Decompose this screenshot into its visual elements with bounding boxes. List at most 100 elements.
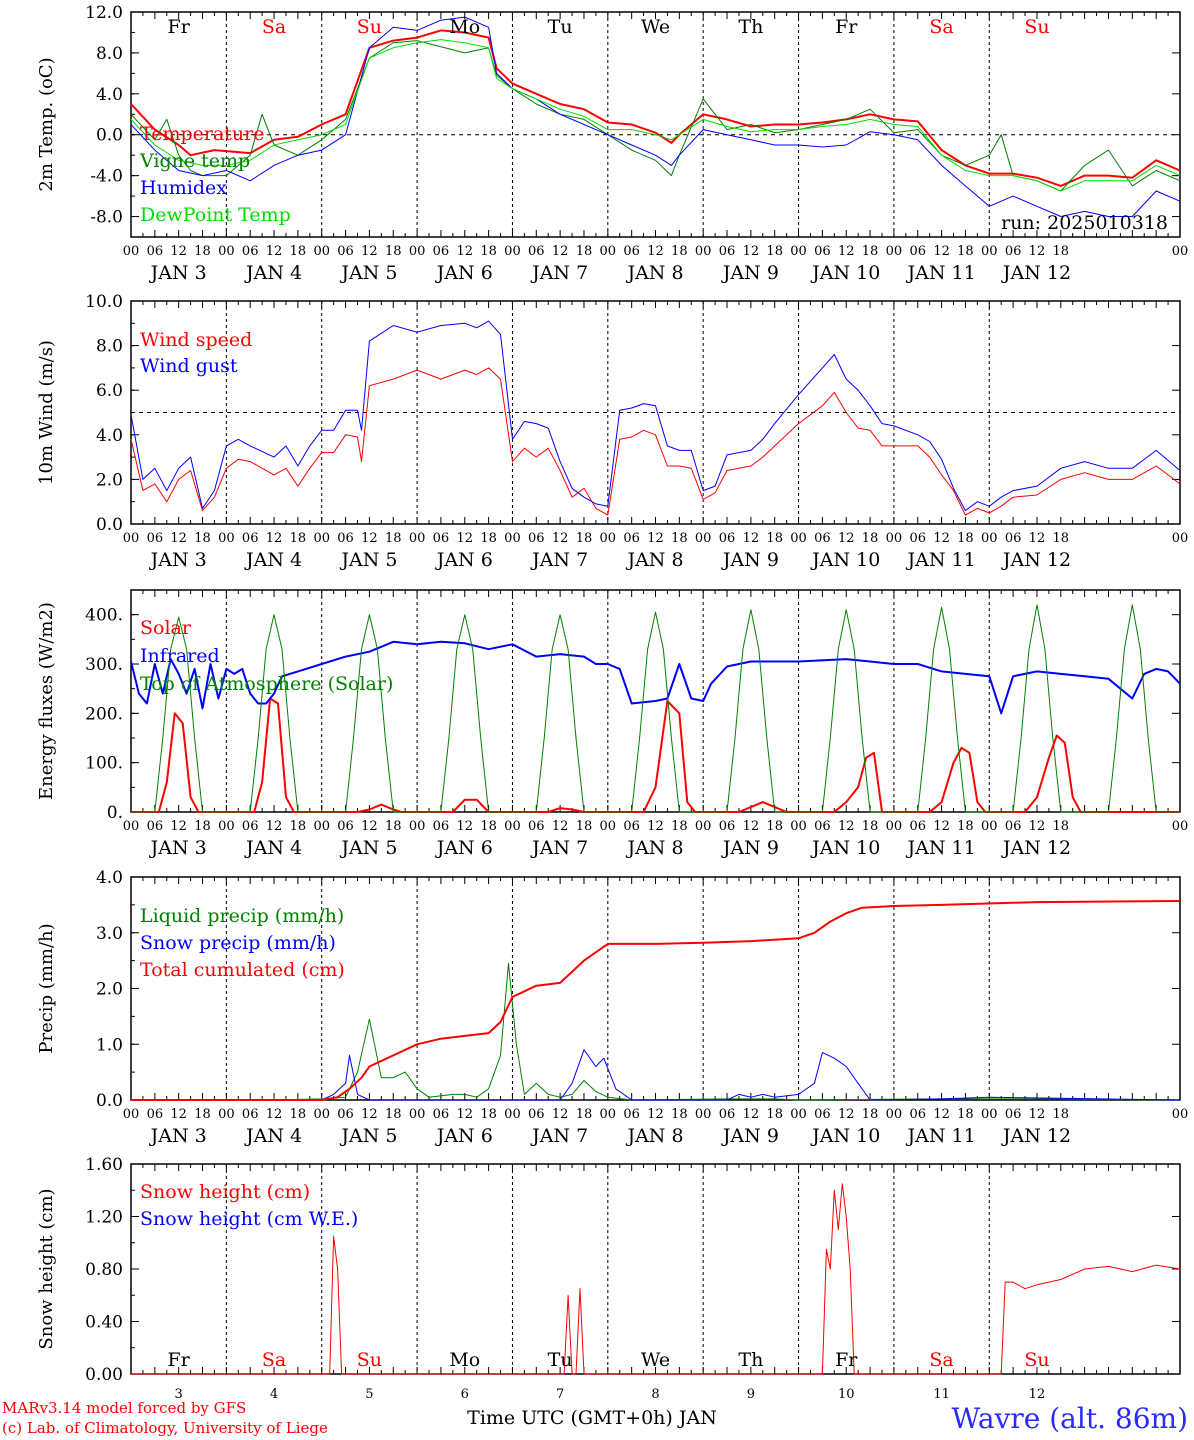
panel-4-hour-label: 18 xyxy=(1053,1107,1070,1122)
panel-4-hour-label: 00 xyxy=(600,1107,617,1122)
panel-4-hour-label: 12 xyxy=(266,1107,283,1122)
panel-1-hour-label: 12 xyxy=(361,244,378,259)
panel-3-hour-label: 12 xyxy=(743,819,760,834)
panel-3-hour-label: 18 xyxy=(862,819,879,834)
panel-4-hour-label: 06 xyxy=(1005,1107,1022,1122)
panel-1-hour-label: 12 xyxy=(933,244,950,259)
panel-1-y-axis-label: 2m Temp. (oC) xyxy=(36,57,57,191)
panel-1-date-label: JAN 11 xyxy=(905,262,975,284)
panel-5-legend-entry-1: Snow height (cm) xyxy=(140,1181,310,1203)
panel-1-hour-label: 12 xyxy=(1029,244,1046,259)
panel-2-hour-label: 18 xyxy=(1053,531,1070,546)
panel-2-hour-label: 18 xyxy=(957,531,974,546)
panel-1-hour-label: 00 xyxy=(123,244,140,259)
panel-1-y-tick-label: -4.0 xyxy=(90,167,123,187)
panel-2-date-label: JAN 9 xyxy=(721,549,779,571)
panel-1-hour-label: 06 xyxy=(814,244,831,259)
panel-4-series-2-line xyxy=(131,1049,1181,1101)
panel-1-hour-label: 18 xyxy=(671,244,688,259)
weekday-label-bottom: Sa xyxy=(262,1349,286,1371)
panel-4-hour-label: 00 xyxy=(695,1107,712,1122)
panel-4-hour-label: 00 xyxy=(504,1107,521,1122)
panel-3-date-label: JAN 7 xyxy=(530,837,588,859)
panel-1-hour-label: 18 xyxy=(862,244,879,259)
panel-4-hour-label: 06 xyxy=(814,1107,831,1122)
panel-3-y-tick-label: 100. xyxy=(85,754,123,774)
panel-3-y-tick-label: 400. xyxy=(85,606,123,626)
panel-3-hour-label: 12 xyxy=(266,819,283,834)
panel-1-legend-entry-3: Humidex xyxy=(140,177,227,199)
weekday-label-top: Tu xyxy=(548,16,573,38)
panel-3-hour-label: 00 xyxy=(886,819,903,834)
panel-2-date-label: JAN 5 xyxy=(339,549,397,571)
day-number-label: 3 xyxy=(175,1387,183,1402)
weekday-label-bottom: Su xyxy=(1024,1349,1049,1371)
weekday-label-top: Mo xyxy=(449,16,480,38)
panel-2-hour-label: 06 xyxy=(337,531,354,546)
panel-3-date-label: JAN 5 xyxy=(339,837,397,859)
panel-2-y-tick-label: 8.0 xyxy=(96,337,123,357)
panel-5-y-tick-label: 0.40 xyxy=(85,1313,123,1333)
panel-3-hour-label: 12 xyxy=(647,819,664,834)
panel-3-hour-label: 18 xyxy=(576,819,593,834)
panel-3-hour-label: 18 xyxy=(480,819,497,834)
panel-2-hour-label: 06 xyxy=(147,531,164,546)
day-number-label: 4 xyxy=(270,1387,278,1402)
panel-4-hour-label: 12 xyxy=(1029,1107,1046,1122)
panel-3-hour-label: 18 xyxy=(957,819,974,834)
panel-1-hour-label: 06 xyxy=(337,244,354,259)
panel-4-hour-label: 06 xyxy=(242,1107,259,1122)
panel-1-hour-label: 06 xyxy=(623,244,640,259)
panel-1-hour-label: 00 xyxy=(313,244,330,259)
panel-3-date-label: JAN 11 xyxy=(905,837,975,859)
panel-4-hour-label: 12 xyxy=(647,1107,664,1122)
panel-5-y-tick-label: 0.80 xyxy=(85,1260,123,1280)
panel-3-legend-entry-3: Top of Atmosphere (Solar) xyxy=(140,673,393,695)
panel-1-hour-label: 06 xyxy=(719,244,736,259)
panel-4-hour-label: 18 xyxy=(862,1107,879,1122)
panel-4-hour-label: 06 xyxy=(528,1107,545,1122)
panel-1-hour-label: 00 xyxy=(1172,244,1189,259)
panel-3-hour-label: 18 xyxy=(766,819,783,834)
panel-1-hour-label: 18 xyxy=(385,244,402,259)
panel-4-hour-label: 18 xyxy=(957,1107,974,1122)
panel-2-date-label: JAN 6 xyxy=(435,549,493,571)
panel-2-date-label: JAN 12 xyxy=(1001,549,1071,571)
panel-4-legend-entry-2: Snow precip (mm/h) xyxy=(140,932,336,954)
panel-2-date-label: JAN 4 xyxy=(244,549,302,571)
panel-3-date-label: JAN 3 xyxy=(149,837,207,859)
weekday-label-top: Fr xyxy=(168,16,191,38)
panel-3-hour-label: 12 xyxy=(456,819,473,834)
weekday-label-bottom: Tu xyxy=(548,1349,573,1371)
panel-1-hour-label: 12 xyxy=(552,244,569,259)
panel-3-date-label: JAN 10 xyxy=(810,837,880,859)
panel-5-y-tick-label: 0.00 xyxy=(85,1365,123,1385)
panel-1-date-label: JAN 10 xyxy=(810,262,880,284)
panel-2-hour-label: 00 xyxy=(886,531,903,546)
panel-2-series-2-line xyxy=(130,320,1181,512)
panel-4-hour-label: 18 xyxy=(671,1107,688,1122)
panel-4-hour-label: 12 xyxy=(838,1107,855,1122)
panel-3-date-label: JAN 12 xyxy=(1001,837,1071,859)
panel-4-hour-label: 00 xyxy=(313,1107,330,1122)
panel-2-hour-label: 06 xyxy=(814,531,831,546)
panel-2-hour-label: 00 xyxy=(600,531,617,546)
panel-1-y-tick-label: 4.0 xyxy=(96,85,123,105)
panel-2-legend-entry-2: Wind gust xyxy=(140,355,238,377)
panel-3-hour-label: 06 xyxy=(433,819,450,834)
panel-2-hour-label: 00 xyxy=(123,531,140,546)
panel-2-hour-label: 12 xyxy=(838,531,855,546)
panel-1-date-label: JAN 3 xyxy=(149,262,207,284)
panel-1-hour-label: 12 xyxy=(456,244,473,259)
panel-3-hour-label: 12 xyxy=(361,819,378,834)
panel-4-date-label: JAN 9 xyxy=(721,1125,779,1147)
panel-2-date-label: JAN 3 xyxy=(149,549,207,571)
panel-2-hour-label: 12 xyxy=(933,531,950,546)
panel-2-hour-label: 06 xyxy=(623,531,640,546)
panel-2-hour-label: 18 xyxy=(766,531,783,546)
panel-2-date-label: JAN 7 xyxy=(530,549,588,571)
panel-1-hour-label: 00 xyxy=(695,244,712,259)
panel-2-hour-label: 00 xyxy=(981,531,998,546)
panel-1-date-label: JAN 7 xyxy=(530,262,588,284)
weekday-label-top: Fr xyxy=(835,16,858,38)
